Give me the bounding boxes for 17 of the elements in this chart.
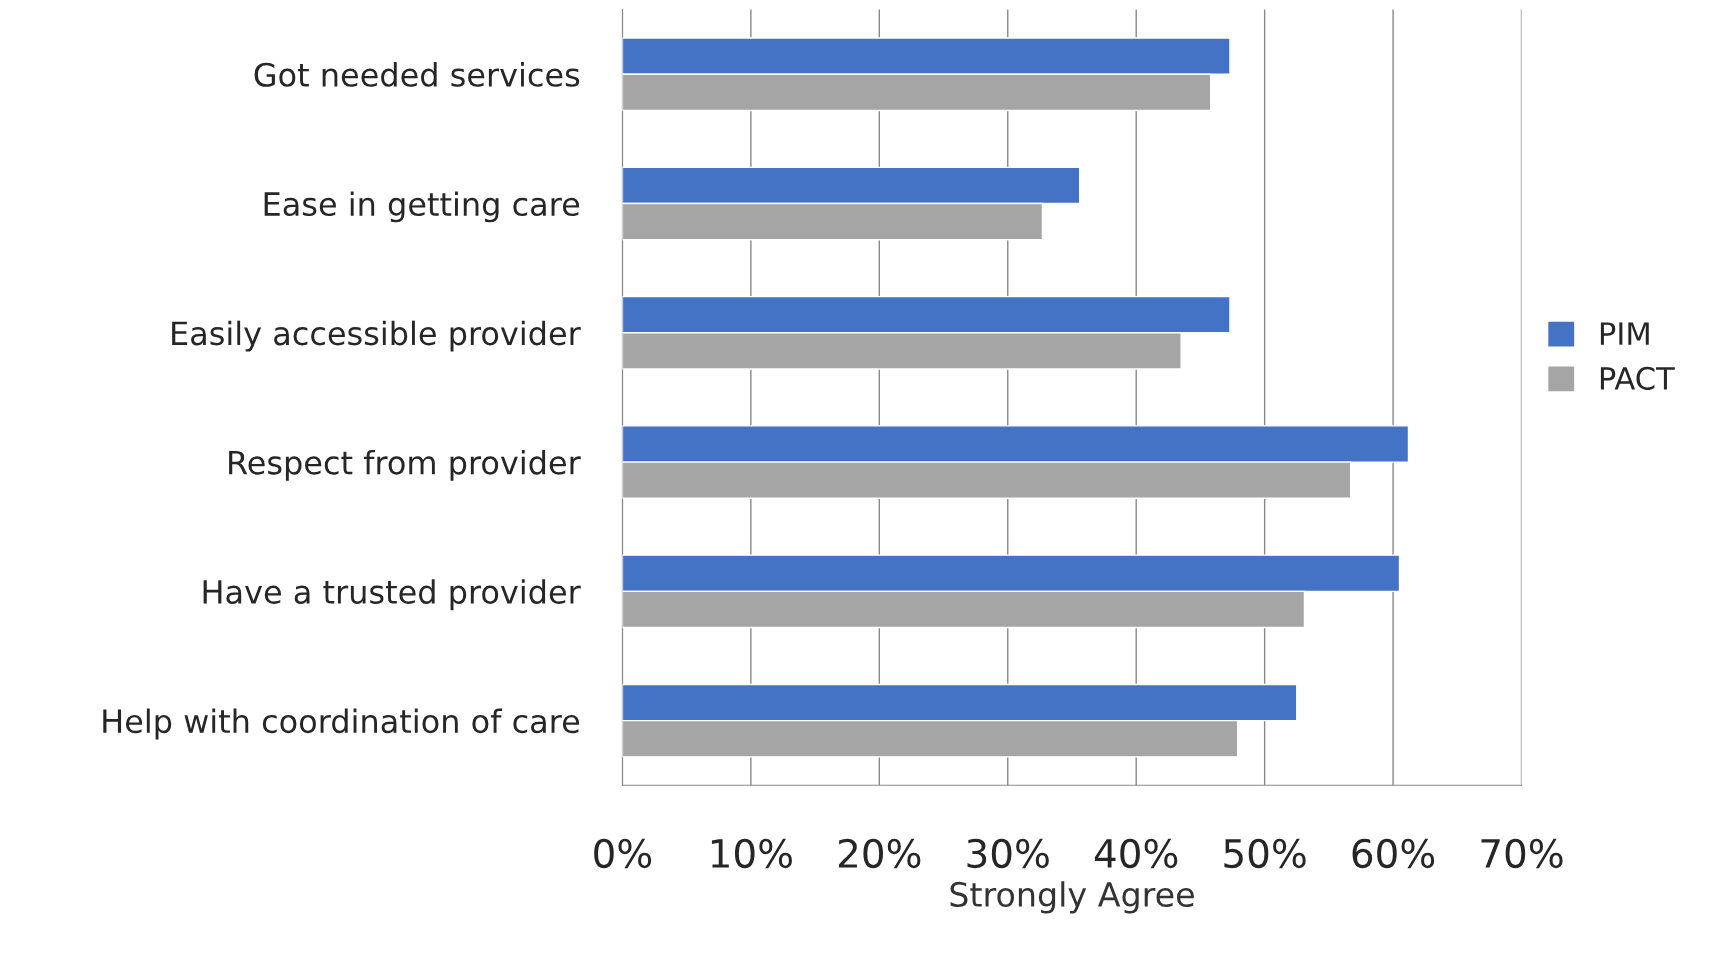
legend-label: PIM xyxy=(1600,322,1649,345)
x-tick-label: 40% xyxy=(1094,838,1178,869)
y-tick-label: Respect from provider xyxy=(229,449,581,481)
x-tick-label: 70% xyxy=(1481,838,1563,869)
y-tick-label: Have a trusted provider xyxy=(203,579,581,611)
x-tick-label: 30% xyxy=(967,838,1049,869)
x-tick-label: 60% xyxy=(1352,838,1435,869)
x-axis-title: Strongly Agree xyxy=(950,881,1194,914)
x-tick-label: 20% xyxy=(838,838,921,869)
legend-label: PACT xyxy=(1600,366,1675,390)
y-tick-label: Got needed services xyxy=(254,62,580,87)
y-tick-label: Help with coordination of care xyxy=(103,708,580,740)
x-tick-label: 10% xyxy=(711,838,792,869)
y-tick-label: Easily accessible provider xyxy=(172,320,581,352)
x-tick-label: 50% xyxy=(1224,838,1306,869)
x-tick-label: 0% xyxy=(594,838,652,869)
y-tick-label: Ease in getting care xyxy=(264,191,580,223)
